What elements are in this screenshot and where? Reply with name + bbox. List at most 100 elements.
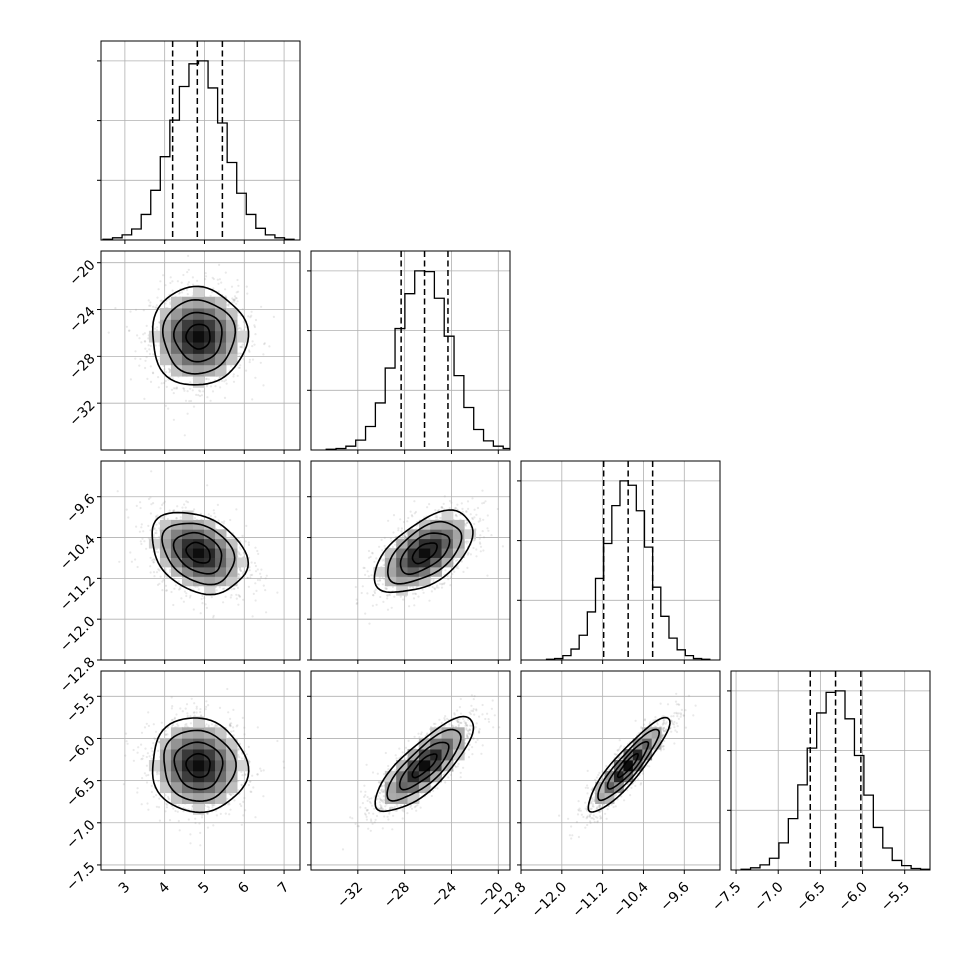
density-cell — [170, 566, 183, 577]
density-cell — [192, 364, 205, 377]
density-cell — [170, 364, 183, 377]
sample-point — [223, 520, 226, 523]
sample-point — [455, 515, 458, 518]
sample-point — [390, 540, 393, 543]
sample-point — [412, 592, 415, 595]
sample-point — [211, 291, 214, 294]
sample-point — [224, 379, 227, 382]
sample-point — [413, 604, 416, 607]
sample-point — [205, 377, 208, 380]
density-cell — [181, 364, 194, 377]
sample-point — [181, 506, 184, 509]
sample-point — [465, 510, 468, 513]
sample-point — [422, 591, 425, 594]
sample-point — [140, 526, 143, 529]
sample-point — [187, 808, 190, 811]
sample-point — [454, 559, 457, 562]
sample-point — [473, 522, 476, 526]
sample-point — [149, 556, 152, 559]
sample-point — [175, 517, 178, 520]
sample-point — [150, 470, 153, 473]
sample-point — [155, 306, 158, 309]
sample-point — [162, 515, 165, 519]
sample-point — [362, 566, 365, 570]
sample-point — [257, 552, 260, 556]
sample-point — [182, 600, 185, 603]
sample-point — [377, 583, 380, 586]
sample-point — [159, 507, 162, 510]
sample-point — [388, 594, 391, 597]
sample-point — [373, 590, 376, 593]
sample-point — [254, 564, 257, 568]
sample-point — [197, 394, 200, 397]
sample-point — [170, 718, 173, 722]
sample-point — [381, 559, 384, 562]
sample-point — [167, 367, 170, 370]
density-cell — [170, 308, 183, 320]
density-cell — [215, 330, 227, 343]
sample-point — [193, 508, 196, 511]
sample-point — [384, 587, 387, 590]
sample-point — [378, 576, 381, 579]
sample-point — [207, 808, 210, 812]
sample-point — [144, 347, 147, 350]
sample-point — [262, 353, 265, 356]
sample-point — [272, 315, 275, 318]
sample-point — [460, 502, 463, 505]
sample-point — [183, 503, 186, 506]
density-cell — [170, 529, 183, 540]
sample-point — [212, 509, 215, 512]
sample-point — [472, 546, 475, 550]
sample-point — [229, 596, 232, 599]
sample-point — [125, 325, 128, 328]
sample-point — [236, 300, 239, 303]
sample-point — [459, 513, 462, 516]
sample-point — [388, 593, 391, 596]
sample-point — [134, 308, 138, 311]
sample-point — [223, 396, 227, 399]
sample-point — [172, 392, 175, 395]
density-cell — [204, 538, 216, 549]
sample-point — [186, 283, 189, 286]
sample-point — [254, 318, 258, 322]
sample-point — [236, 374, 239, 377]
sample-point — [167, 298, 170, 301]
sample-point — [186, 390, 189, 393]
sample-point — [146, 377, 149, 380]
contour-line — [411, 542, 438, 565]
sample-point — [456, 503, 459, 506]
sample-point — [238, 595, 242, 598]
density-cell — [181, 566, 194, 577]
sample-point — [164, 379, 167, 383]
sample-point — [192, 405, 196, 408]
density-cell — [192, 576, 205, 587]
sample-point — [162, 274, 165, 277]
density-cell — [159, 519, 172, 530]
sample-point — [224, 595, 227, 598]
density-cell — [452, 529, 465, 540]
sample-point — [152, 561, 155, 564]
sample-point — [229, 535, 232, 538]
sample-point — [467, 552, 470, 555]
sample-point — [397, 529, 400, 532]
sample-point — [224, 288, 227, 291]
sample-point — [404, 595, 408, 598]
sample-point — [239, 345, 242, 348]
sample-point — [233, 799, 236, 802]
sample-point — [242, 551, 245, 555]
panel-frame — [100, 460, 301, 661]
sample-point — [239, 364, 242, 367]
sample-point — [152, 795, 155, 798]
sample-point — [478, 541, 481, 544]
sample-point — [481, 530, 484, 533]
sample-point — [413, 512, 416, 515]
sample-point — [154, 548, 157, 551]
density-cell — [204, 319, 216, 332]
sample-point — [150, 503, 153, 506]
sample-point — [157, 321, 161, 324]
sample-point — [405, 532, 408, 536]
sample-point — [242, 320, 245, 323]
density-cell — [215, 538, 227, 549]
density-cell — [215, 566, 227, 577]
sample-point — [238, 595, 241, 598]
